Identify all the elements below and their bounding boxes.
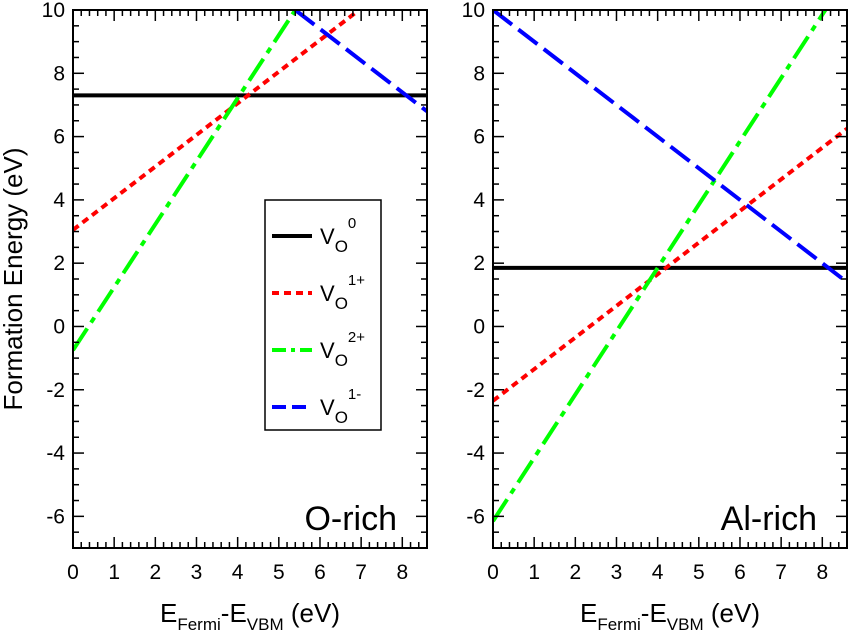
x-tick-label: 1 bbox=[108, 561, 120, 584]
legend: VO0 VO1+ VO2+ VO1- bbox=[264, 199, 382, 431]
y-tick-label: -4 bbox=[46, 442, 65, 465]
x-tick-label: 2 bbox=[569, 561, 581, 584]
y-tick-label: -6 bbox=[46, 505, 65, 528]
y-tick-label: 8 bbox=[473, 62, 485, 85]
x-tick-label: 3 bbox=[611, 561, 623, 584]
y-tick-label: -2 bbox=[46, 379, 65, 402]
panel-1: 0 1 2 3 4 5 6 7 8 -6 -4 -2 0 2 4 6 8 10 O-rich EFermi-EVBM … bbox=[0, 0, 428, 634]
legend-label-v2p: VO2+ bbox=[320, 329, 365, 370]
x-tick-label: 8 bbox=[396, 561, 408, 584]
series-group bbox=[493, 10, 847, 523]
series-line-v1m bbox=[294, 10, 427, 113]
series-line-v1p bbox=[493, 127, 847, 403]
x-axis-title-part: -E bbox=[641, 598, 667, 628]
panel-label: Al-rich bbox=[721, 500, 817, 538]
x-axis-title-part: Fermi bbox=[177, 615, 220, 634]
y-tick-label: -6 bbox=[466, 505, 485, 528]
y-tick-label: 0 bbox=[53, 315, 65, 338]
y-tick-label: 2 bbox=[473, 252, 485, 275]
x-tick-label: 7 bbox=[775, 561, 787, 584]
panel-label: O-rich bbox=[304, 500, 397, 538]
x-tick-label: 5 bbox=[693, 561, 705, 584]
x-tick-label: 7 bbox=[355, 561, 367, 584]
series-line-v2p bbox=[73, 10, 297, 352]
legend-label-v0: VO0 bbox=[320, 215, 356, 256]
x-axis-title-part: E bbox=[580, 598, 597, 628]
y-tick-label: 6 bbox=[53, 126, 65, 149]
y-tick-label: 2 bbox=[53, 252, 65, 275]
x-tick-label: 3 bbox=[191, 561, 203, 584]
x-axis-title: EFermi-EVBM (eV) bbox=[160, 598, 340, 634]
series-line-v2p bbox=[493, 10, 828, 523]
x-tick-label: 8 bbox=[816, 561, 828, 584]
series-line-v1m bbox=[493, 10, 847, 284]
x-tick-label: 4 bbox=[652, 561, 664, 584]
y-tick-label: -4 bbox=[466, 442, 485, 465]
y-tick-label: 10 bbox=[462, 0, 485, 22]
x-tick-label: 6 bbox=[734, 561, 746, 584]
legend-box bbox=[264, 199, 382, 431]
y-tick-label: 10 bbox=[42, 0, 65, 22]
y-axis-title: Formation Energy (eV) bbox=[0, 148, 28, 411]
x-axis-title-part: VBM bbox=[667, 615, 704, 634]
legend-label-v1p: VO1+ bbox=[320, 272, 365, 313]
x-axis-title-part: (eV) bbox=[704, 598, 760, 628]
legend-label-v1m: VO1- bbox=[320, 386, 361, 427]
x-axis-title-part: VBM bbox=[247, 615, 284, 634]
x-tick-label: 1 bbox=[528, 561, 540, 584]
x-tick-label: 6 bbox=[314, 561, 326, 584]
y-tick-label: 4 bbox=[473, 189, 485, 212]
x-axis-title-part: Fermi bbox=[597, 615, 640, 634]
series-line-v1p bbox=[73, 10, 359, 232]
x-axis-title-part: -E bbox=[221, 598, 247, 628]
plot-frame bbox=[492, 9, 848, 549]
x-tick-label: 4 bbox=[232, 561, 244, 584]
x-tick-label: 0 bbox=[487, 561, 499, 584]
panel-2: 0 1 2 3 4 5 6 7 8 -6 -4 -2 0 2 4 6 8 10 Al-rich EFermi-EVBM… bbox=[462, 0, 848, 634]
x-tick-label: 5 bbox=[273, 561, 285, 584]
series-group bbox=[73, 10, 427, 352]
x-tick-label: 0 bbox=[67, 561, 79, 584]
x-axis-title: EFermi-EVBM (eV) bbox=[580, 598, 760, 634]
y-tick-label: 0 bbox=[473, 315, 485, 338]
y-tick-label: 4 bbox=[53, 189, 65, 212]
y-tick-label: 6 bbox=[473, 126, 485, 149]
x-tick-label: 2 bbox=[149, 561, 161, 584]
y-tick-label: 8 bbox=[53, 62, 65, 85]
x-axis-title-part: E bbox=[160, 598, 177, 628]
x-axis-title-part: (eV) bbox=[284, 598, 340, 628]
y-tick-label: -2 bbox=[466, 379, 485, 402]
